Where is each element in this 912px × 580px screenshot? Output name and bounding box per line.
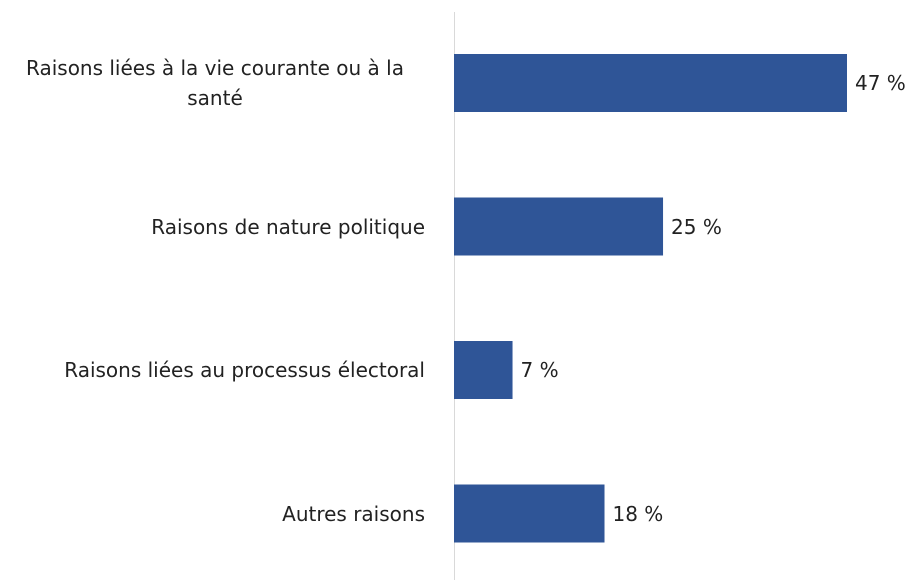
category-text: Raisons liées à la vie courante ou à la … <box>26 56 404 110</box>
bar <box>454 341 513 399</box>
category-text: Raisons de nature politique <box>151 214 425 239</box>
value-label: 7 % <box>520 358 559 382</box>
category-label: Raisons liées à la vie courante ou à la … <box>0 43 425 123</box>
bar <box>454 54 847 112</box>
category-label: Autres raisons <box>0 474 425 554</box>
value-label: 47 % <box>855 71 906 95</box>
bar <box>454 484 605 543</box>
category-text: Autres raisons <box>282 501 425 526</box>
category-label: Raisons liées au processus électoral <box>0 330 425 410</box>
category-label: Raisons de nature politique <box>0 187 425 267</box>
value-label: 25 % <box>671 214 722 239</box>
bar <box>454 197 664 256</box>
value-label: 18 % <box>612 501 664 526</box>
category-text: Raisons liées au processus électoral <box>64 358 425 382</box>
